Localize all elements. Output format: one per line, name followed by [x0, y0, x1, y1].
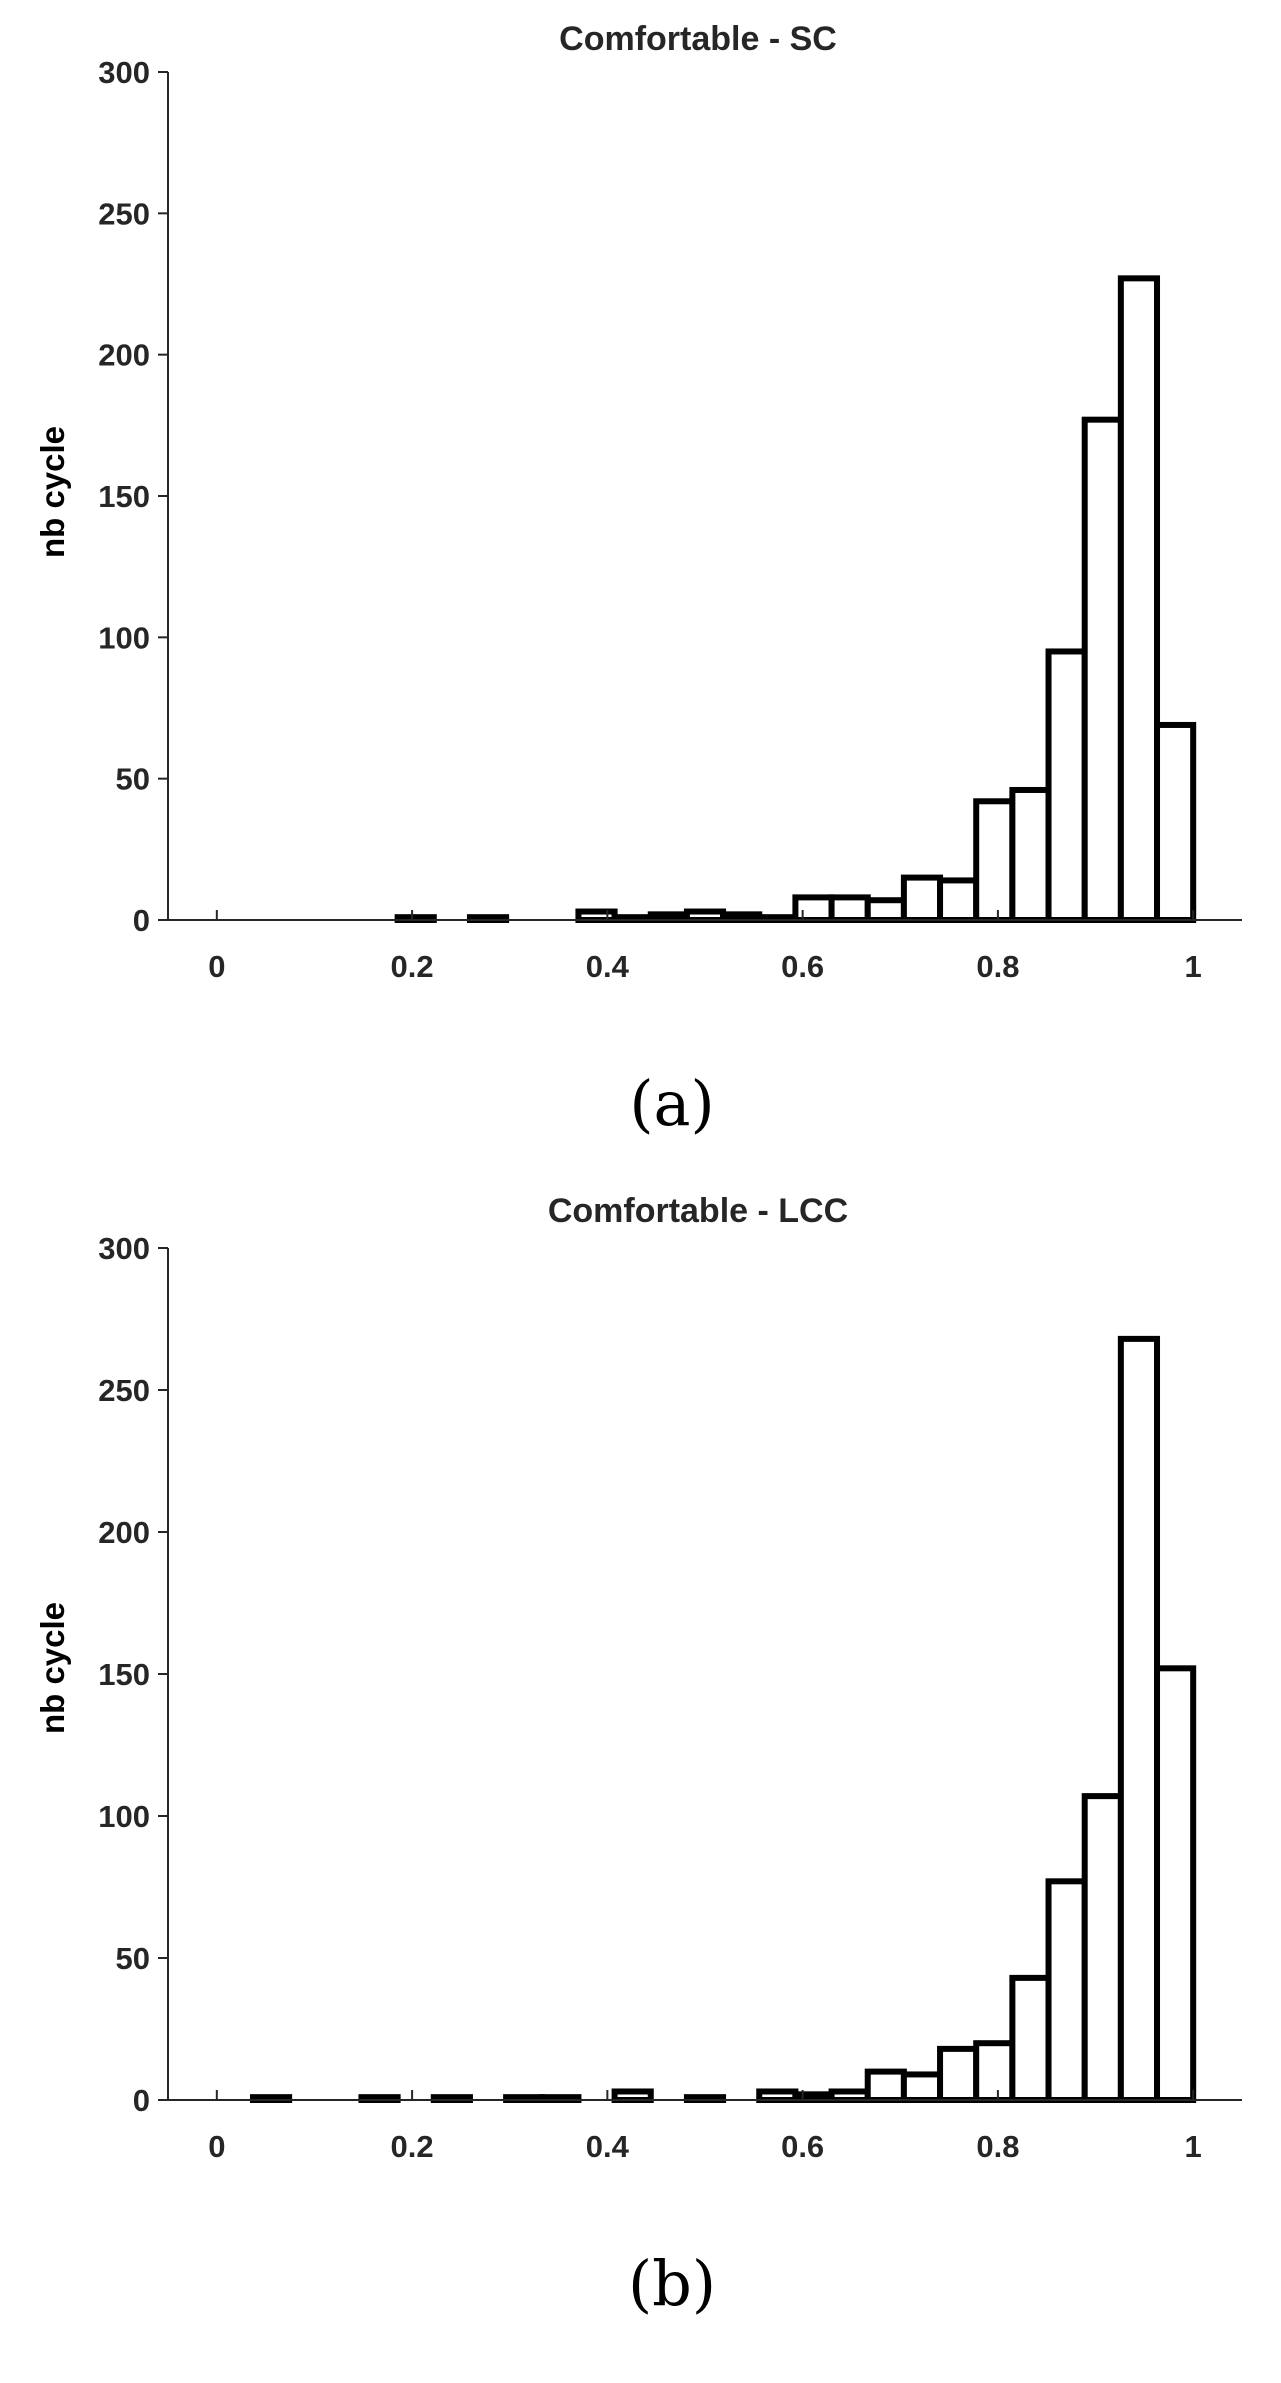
histogram-bar: [937, 877, 980, 924]
histogram-bar: [1154, 1665, 1197, 2103]
x-tick-label: 0.8: [976, 949, 1019, 984]
x-axis-ticks: 0 0.2 0.4 0.6 0.8 1: [208, 2090, 1202, 2164]
histogram-bar: [828, 2088, 871, 2103]
histogram-bar: [611, 2088, 654, 2103]
y-tick-label: 50: [116, 1941, 150, 1976]
histogram-bar: [683, 908, 727, 924]
histogram-bar: [937, 2045, 980, 2103]
y-axis-label: nb cycle: [34, 1602, 71, 1734]
y-tick-label: 100: [98, 1799, 150, 1834]
histogram-bar: [1117, 1335, 1161, 2103]
bar-group: [249, 1335, 1197, 2104]
y-axis-ticks: 0 50 100 150 200 250 300: [98, 1231, 168, 2118]
chart-title: Comfortable - SC: [559, 20, 837, 58]
chart-panel-a: Comfortable - SC nb cycle 0 50 100 150 200 25…: [34, 20, 1242, 1140]
y-axis-ticks: 0 50 100 150 200 250 300: [98, 55, 168, 938]
histogram-bar: [1009, 786, 1052, 923]
y-tick-label: 0: [133, 2083, 150, 2118]
x-tick-label: 0: [208, 2129, 225, 2164]
y-tick-label: 150: [98, 1657, 150, 1692]
histogram-bar: [900, 2071, 944, 2103]
histogram-bar: [900, 874, 944, 923]
histogram-bar: [828, 894, 871, 923]
x-tick-label: 1: [1185, 949, 1202, 984]
y-tick-label: 0: [133, 903, 150, 938]
histogram-bar: [1045, 648, 1088, 923]
histogram-bar: [864, 2068, 907, 2104]
histogram-bar: [973, 798, 1016, 924]
y-tick-label: 300: [98, 55, 150, 90]
histogram-bar: [973, 2040, 1016, 2103]
x-tick-label: 0.2: [391, 949, 434, 984]
y-tick-label: 200: [98, 1515, 150, 1550]
histogram-bar: [1045, 1878, 1088, 2103]
y-tick-label: 250: [98, 1373, 150, 1408]
x-tick-label: 0: [208, 949, 225, 984]
histogram-bar: [1154, 721, 1197, 924]
bar-group: [394, 275, 1197, 924]
x-tick-label: 0.6: [781, 2129, 824, 2164]
y-tick-label: 250: [98, 196, 150, 231]
chart-title: Comfortable - LCC: [548, 1192, 848, 1230]
histogram-bar: [1081, 1793, 1124, 2103]
chart-panel-b: Comfortable - LCC nb cycle 0 50 100 150 200 2…: [34, 1192, 1242, 2320]
histogram-bar: [792, 894, 835, 923]
x-tick-label: 0.6: [781, 949, 824, 984]
y-tick-label: 200: [98, 338, 150, 373]
y-tick-label: 50: [116, 762, 150, 797]
histogram-bar: [864, 897, 907, 923]
x-tick-label: 0.8: [976, 2129, 1019, 2164]
histogram-bar: [1081, 416, 1124, 923]
panel-label-a: (a): [629, 1067, 714, 1140]
x-tick-label: 0.4: [586, 949, 630, 984]
histogram-bar: [756, 2088, 799, 2103]
x-tick-label: 1: [1185, 2129, 1202, 2164]
y-axis-label: nb cycle: [34, 426, 71, 558]
histogram-bar: [1009, 1974, 1052, 2104]
x-tick-label: 0.4: [586, 2129, 630, 2164]
x-tick-label: 0.2: [391, 2129, 434, 2164]
histogram-bar: [575, 908, 618, 924]
histogram-bar: [1117, 275, 1161, 923]
y-tick-label: 100: [98, 620, 150, 655]
x-axis-ticks: 0 0.2 0.4 0.6 0.8 1: [208, 910, 1202, 984]
y-tick-label: 150: [98, 479, 150, 514]
panel-label-b: (b): [628, 2247, 716, 2320]
y-tick-label: 300: [98, 1231, 150, 1266]
